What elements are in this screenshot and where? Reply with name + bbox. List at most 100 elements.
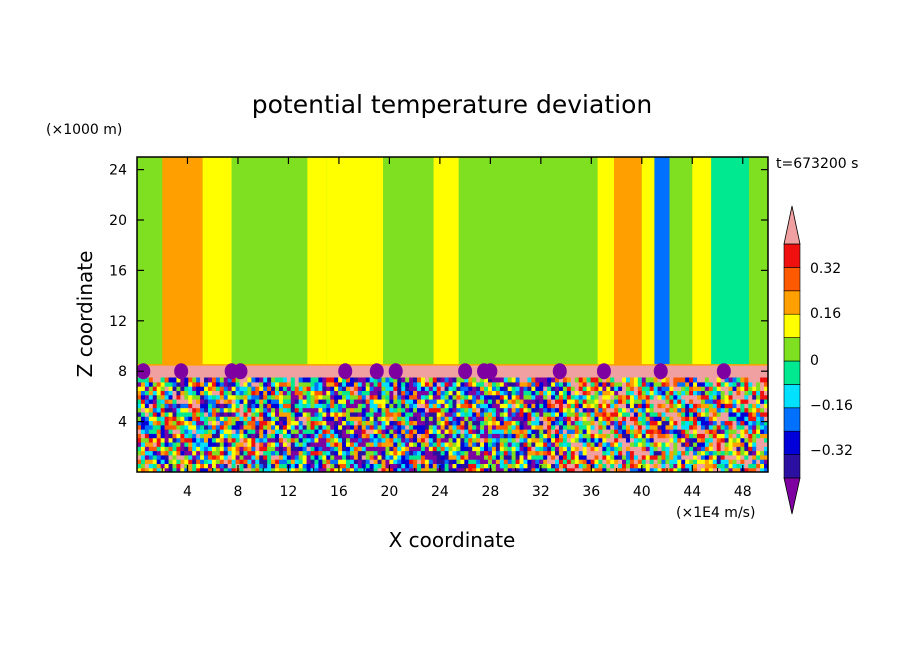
- boundary-cell: [290, 390, 296, 396]
- boundary-cell: [503, 433, 509, 439]
- boundary-cell: [476, 381, 481, 387]
- boundary-cell: [756, 377, 761, 383]
- boundary-cell: [196, 463, 201, 469]
- boundary-cell: [346, 437, 351, 443]
- boundary-cell: [247, 441, 252, 447]
- boundary-cell: [338, 450, 343, 456]
- boundary-cell: [357, 433, 363, 439]
- boundary-cell: [539, 441, 544, 447]
- boundary-cell: [409, 403, 414, 409]
- boundary-cell: [720, 407, 726, 413]
- boundary-cell: [369, 377, 375, 383]
- boundary-cell: [168, 377, 174, 383]
- boundary-cell: [318, 437, 323, 443]
- boundary-cell: [346, 403, 351, 409]
- boundary-cell: [503, 386, 509, 391]
- plume-blob: [233, 363, 248, 380]
- boundary-cell: [649, 377, 655, 383]
- boundary-cell: [590, 390, 596, 396]
- boundary-cell: [263, 459, 268, 465]
- boundary-cell: [334, 381, 339, 387]
- boundary-cell: [204, 398, 209, 404]
- boundary-cell: [689, 411, 694, 417]
- boundary-cell: [578, 381, 584, 387]
- boundary-cell: [192, 424, 197, 430]
- boundary-cell: [215, 390, 221, 396]
- boundary-cell: [641, 424, 647, 430]
- boundary-cell: [314, 429, 320, 434]
- boundary-cell: [361, 394, 367, 400]
- boundary-cell: [685, 454, 690, 460]
- boundary-cell: [724, 433, 730, 439]
- boundary-cell: [278, 420, 284, 426]
- boundary-cell: [503, 450, 509, 456]
- boundary-cell: [744, 454, 749, 460]
- boundary-cell: [693, 459, 698, 465]
- boundary-cell: [547, 429, 552, 434]
- boundary-cell: [499, 407, 505, 413]
- boundary-cell: [160, 411, 166, 417]
- boundary-cell: [724, 446, 730, 452]
- boundary-cell: [306, 446, 312, 452]
- boundary-cell: [697, 437, 702, 443]
- boundary-cell: [338, 377, 343, 383]
- boundary-cell: [290, 407, 296, 413]
- boundary-cell: [365, 433, 371, 439]
- boundary-cell: [637, 407, 643, 413]
- boundary-cell: [752, 420, 757, 426]
- boundary-cell: [590, 437, 596, 443]
- boundary-cell: [460, 459, 465, 465]
- boundary-cell: [322, 394, 327, 400]
- boundary-cell: [472, 420, 477, 426]
- boundary-cell: [251, 411, 256, 417]
- boundary-cell: [409, 446, 414, 452]
- boundary-cell: [314, 424, 320, 430]
- boundary-cell: [653, 420, 659, 426]
- boundary-cell: [547, 446, 552, 452]
- boundary-cell: [622, 377, 627, 383]
- boundary-cell: [353, 398, 359, 404]
- boundary-cell: [712, 450, 718, 456]
- boundary-cell: [204, 403, 209, 409]
- boundary-cell: [673, 467, 678, 472]
- boundary-cell: [622, 437, 627, 443]
- boundary-cell: [286, 467, 292, 472]
- boundary-cell: [507, 467, 513, 472]
- boundary-cell: [574, 459, 580, 465]
- boundary-cell: [302, 381, 308, 387]
- boundary-cell: [140, 463, 146, 469]
- boundary-cell: [748, 394, 753, 400]
- boundary-cell: [377, 437, 383, 443]
- boundary-cell: [235, 398, 241, 404]
- boundary-cell: [428, 459, 434, 465]
- boundary-cell: [211, 433, 217, 439]
- boundary-cell: [598, 450, 603, 456]
- boundary-cell: [653, 454, 659, 460]
- boundary-cell: [653, 467, 659, 472]
- boundary-cell: [547, 411, 552, 417]
- boundary-cell: [716, 454, 722, 460]
- boundary-cell: [247, 446, 252, 452]
- boundary-cell: [302, 411, 308, 417]
- boundary-cell: [602, 429, 607, 434]
- boundary-cell: [290, 416, 296, 422]
- boundary-cell: [322, 454, 327, 460]
- boundary-cell: [708, 467, 714, 472]
- boundary-cell: [263, 454, 268, 460]
- boundary-cell: [235, 437, 241, 443]
- boundary-cell: [590, 467, 596, 472]
- boundary-cell: [164, 429, 170, 434]
- boundary-cell: [535, 459, 540, 465]
- boundary-cell: [606, 411, 611, 417]
- boundary-cell: [693, 403, 698, 409]
- boundary-cell: [677, 386, 682, 391]
- boundary-cell: [649, 420, 655, 426]
- boundary-cell: [322, 411, 327, 417]
- boundary-cell: [653, 416, 659, 422]
- boundary-cell: [357, 403, 363, 409]
- boundary-cell: [574, 450, 580, 456]
- boundary-cell: [740, 433, 745, 439]
- boundary-cell: [365, 381, 371, 387]
- boundary-cell: [507, 441, 513, 447]
- boundary-cell: [452, 390, 458, 396]
